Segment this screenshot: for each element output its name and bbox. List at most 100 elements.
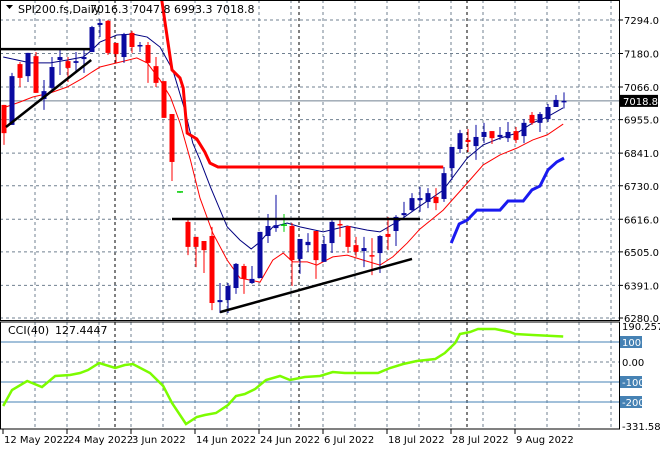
candle-body	[121, 34, 127, 58]
trendline-support-june[interactable]	[219, 257, 413, 314]
candle	[233, 263, 239, 294]
candle-body	[369, 255, 375, 257]
candle	[81, 49, 87, 73]
candle-body	[393, 216, 399, 232]
candle-body	[417, 198, 423, 201]
current-price-box	[620, 94, 658, 107]
date-label: 28 Jul 2022	[452, 435, 509, 446]
candle-body	[137, 44, 143, 47]
candle-body	[449, 146, 455, 169]
candle	[145, 42, 151, 83]
trendlines[interactable]	[0, 47, 420, 314]
candle	[361, 236, 367, 268]
stop-line-blue	[449, 156, 565, 244]
candle-body	[505, 131, 511, 139]
candle-body	[321, 243, 327, 262]
candle	[433, 188, 439, 211]
candle	[329, 220, 335, 254]
candle	[441, 166, 447, 202]
candle-body	[521, 122, 527, 137]
candle-body	[233, 263, 239, 289]
candle	[417, 186, 423, 212]
candle	[1, 104, 7, 145]
main-pane-border	[0, 0, 620, 321]
cci-tick-label: -331.583	[622, 422, 660, 433]
candle	[33, 52, 39, 93]
cci-line	[2, 327, 564, 426]
candle-body	[49, 67, 55, 88]
candle	[289, 223, 295, 286]
candle-body	[57, 57, 63, 60]
candle	[385, 216, 391, 251]
collapse-triangle-icon[interactable]	[6, 5, 13, 9]
candle-body	[81, 57, 87, 60]
candle-body	[65, 61, 71, 68]
candle	[457, 129, 463, 154]
candle	[353, 236, 359, 257]
candle	[393, 215, 399, 246]
candle	[537, 111, 543, 132]
candle-body	[409, 198, 415, 211]
candle-body	[129, 32, 135, 48]
cci-level-box	[620, 376, 642, 388]
candle	[545, 104, 551, 122]
current-price-label: 7018.8	[623, 97, 658, 108]
candle	[465, 129, 471, 152]
candle	[313, 231, 319, 279]
candle-body	[377, 236, 383, 254]
price-tick-label: 6280.0	[624, 314, 659, 325]
price-tick-label: 7180.0	[624, 50, 659, 61]
candle	[169, 114, 175, 182]
candle-body	[385, 233, 391, 237]
candle-body	[297, 238, 303, 259]
candle-body	[353, 245, 359, 252]
candle-body	[289, 226, 295, 261]
chart-header: SPI200.fs,Daily 7016.3 7047.8 6993.3 701…	[6, 3, 254, 16]
candle	[137, 42, 143, 53]
price-tick-label: 7066.0	[624, 83, 659, 94]
candle-body	[145, 44, 151, 63]
candle	[209, 226, 215, 311]
candle-body	[273, 225, 279, 229]
candle	[321, 236, 327, 262]
candle	[521, 119, 527, 144]
candle-body	[305, 241, 311, 246]
date-label: 12 May 2022	[4, 435, 69, 446]
candle-body	[257, 231, 263, 279]
cci-level-box	[620, 336, 642, 348]
candle	[449, 146, 455, 180]
candle	[473, 124, 479, 160]
candle	[305, 233, 311, 252]
price-tick-label: 6955.0	[624, 116, 659, 127]
candle	[161, 81, 167, 118]
candle	[9, 72, 15, 125]
candle-body	[329, 221, 335, 244]
candle	[481, 122, 487, 144]
candle	[337, 218, 343, 237]
cci-tick-label: 190.2577	[622, 322, 660, 333]
trendline-support-may[interactable]	[5, 58, 92, 128]
candle-body	[33, 56, 39, 93]
candle-body	[465, 139, 471, 142]
date-label: 24 Jun 2022	[260, 435, 320, 446]
price-tick-label: 7294.0	[624, 16, 659, 27]
date-label: 24 May 2022	[68, 435, 133, 446]
candle	[97, 19, 103, 38]
candle	[273, 194, 279, 232]
cci-tick-label: 0.00	[622, 358, 644, 369]
candle-body	[185, 221, 191, 247]
symbol-label: SPI200.fs,Daily	[18, 3, 101, 16]
indicator-lines	[3, 0, 565, 283]
candle	[73, 52, 79, 73]
price-tick-label: 6616.0	[624, 215, 659, 226]
candle-body	[161, 81, 167, 118]
candle	[57, 49, 63, 75]
candle-body	[25, 52, 31, 77]
candle-body	[225, 285, 231, 301]
candle-body	[105, 20, 111, 53]
candle-body	[361, 248, 367, 251]
candle-body	[153, 66, 159, 83]
candle-body	[497, 134, 503, 137]
